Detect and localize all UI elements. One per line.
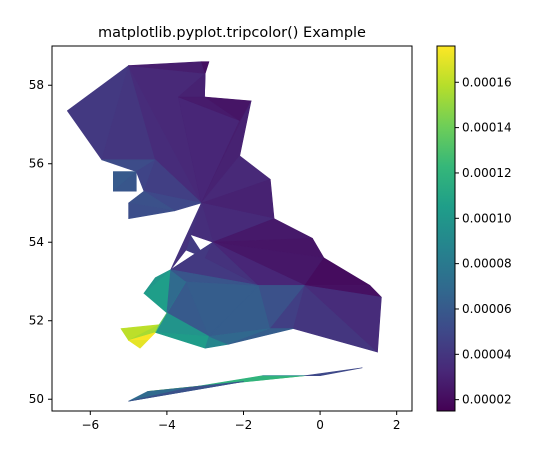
- axes-frame: [51, 45, 413, 412]
- colorbar: 0.00002 0.00004 0.00006 0.00008 0.00010 0.000…: [436, 45, 512, 412]
- colorbar-tick-label: 0.00008: [462, 257, 512, 271]
- x-tick-label: −2: [235, 418, 253, 432]
- triangle-36: [143, 269, 171, 314]
- triangle-46: [304, 285, 382, 353]
- triangle-41: [170, 269, 260, 286]
- chart-title: matplotlib.pyplot.tripcolor() Example: [98, 25, 366, 41]
- triangle-14: [128, 202, 175, 219]
- x-axis: −6 −4 −2 0 2: [81, 411, 401, 432]
- colorbar-tick-label: 0.00014: [462, 121, 512, 135]
- y-axis: 50 52 54 56 58: [29, 78, 52, 406]
- colorbar-frame: [436, 45, 456, 412]
- triangle-37: [143, 269, 171, 294]
- triangle-62: [304, 367, 363, 377]
- colorbar-ticks: 0.00002 0.00004 0.00006 0.00008 0.00010 0.000…: [455, 75, 512, 407]
- x-tick-label: 2: [393, 418, 401, 432]
- y-tick-label: 54: [29, 235, 44, 249]
- triangle-18: [204, 96, 252, 121]
- y-tick-label: 50: [29, 392, 44, 406]
- colorbar-tick-label: 0.00012: [462, 166, 512, 180]
- triangle-51: [227, 328, 294, 345]
- y-tick-label: 58: [29, 78, 44, 92]
- triangle-mesh: [67, 61, 382, 402]
- triangle-56: [128, 340, 148, 349]
- x-tick-label: −4: [158, 418, 176, 432]
- y-tick-label: 56: [29, 157, 44, 171]
- colorbar-tick-label: 0.00002: [462, 393, 512, 407]
- y-tick-label: 52: [29, 314, 44, 328]
- triangle-64: [128, 381, 244, 402]
- x-tick-label: 0: [316, 418, 324, 432]
- colorbar-tick-label: 0.00010: [462, 211, 512, 225]
- triangle-57: [155, 312, 168, 333]
- colorbar-gradient: [437, 46, 455, 411]
- colorbar-tick-label: 0.00016: [462, 75, 512, 89]
- colorbar-tick-label: 0.00006: [462, 302, 512, 316]
- triangle-9: [113, 171, 137, 192]
- x-tick-label: −6: [81, 418, 99, 432]
- plot-area: [67, 61, 382, 402]
- triangle-5: [201, 61, 210, 74]
- triangle-31: [170, 202, 202, 271]
- colorbar-tick-label: 0.00004: [462, 347, 512, 361]
